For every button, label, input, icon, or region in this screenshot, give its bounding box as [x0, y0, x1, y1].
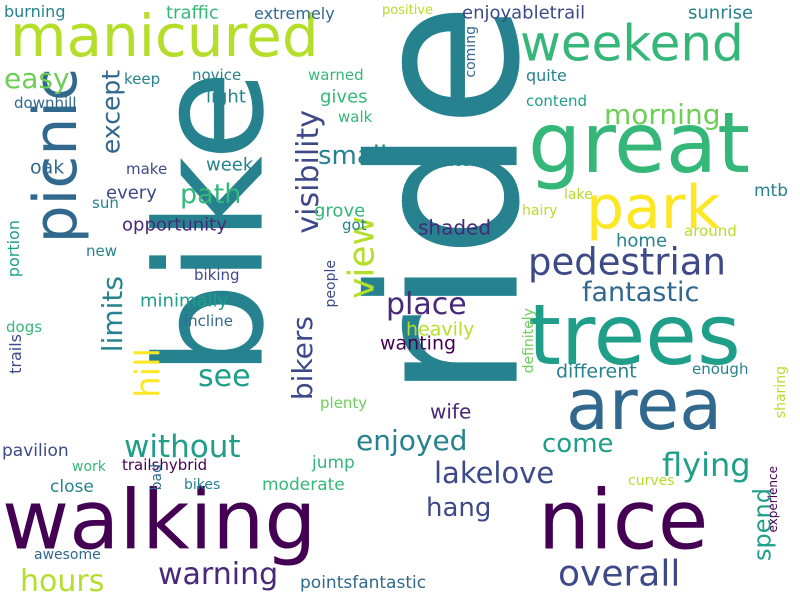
word-downhill: downhill: [14, 94, 76, 112]
word-experience: experience: [766, 466, 780, 533]
word-nice: nice: [538, 473, 708, 568]
word-people: people: [323, 260, 339, 307]
word-awesome: awesome: [34, 547, 101, 563]
word-warned: warned: [308, 66, 364, 84]
word-contend: contend: [526, 92, 587, 110]
word-positive: positive: [382, 3, 433, 18]
word-sun: sun: [92, 194, 119, 212]
word-novice: novice: [192, 66, 241, 84]
word-pedestrian: pedestrian: [528, 240, 726, 283]
word-enough: enough: [692, 360, 748, 378]
word-enjoyed: enjoyed: [356, 424, 467, 457]
word-home: home: [616, 231, 667, 252]
word-every: every: [106, 183, 157, 204]
word-light: light: [206, 87, 246, 108]
word-gives: gives: [320, 87, 368, 108]
word-mtb: mtb: [754, 181, 788, 201]
word-hang: hang: [426, 493, 491, 523]
word-walk: walk: [338, 108, 373, 126]
word-keep: keep: [124, 70, 160, 88]
word-pavilion: pavilion: [2, 441, 69, 461]
word-close: close: [50, 477, 94, 497]
word-coming: coming: [463, 26, 479, 78]
word-visibility: visibility: [291, 110, 326, 234]
word-warning: warning: [158, 557, 278, 592]
word-wanting: wanting: [380, 333, 456, 355]
word-picnic: picnic: [21, 68, 91, 243]
word-definitely: definitely: [521, 308, 537, 373]
word-biking: biking: [194, 266, 240, 284]
word-without: without: [124, 429, 241, 465]
word-moderate: moderate: [262, 475, 345, 495]
word-bad: bad: [149, 464, 165, 490]
word-heavily: heavily: [406, 319, 474, 341]
word-new: new: [86, 242, 117, 260]
word-traffic: traffic: [166, 3, 219, 24]
word-come: come: [542, 429, 614, 459]
word-hill: hill: [129, 348, 169, 398]
word-great: great: [528, 94, 750, 192]
word-trailshybrid: trailshybrid: [122, 456, 207, 474]
word-ride: ride: [328, 2, 566, 400]
word-watch: Watch: [428, 151, 481, 171]
word-area: area: [566, 364, 722, 446]
word-curves: curves: [628, 473, 675, 489]
word-hours: hours: [20, 564, 104, 599]
word-small: small: [318, 141, 387, 171]
word-flying: flying: [662, 446, 751, 484]
word-jump: jump: [311, 453, 355, 473]
word-different: different: [556, 361, 637, 383]
word-minimally: minimally: [140, 291, 229, 312]
word-lake: lake: [564, 187, 593, 203]
word-overall: overall: [558, 554, 680, 595]
word-bikes: bikes: [184, 477, 220, 493]
word-plenty: plenty: [320, 394, 367, 412]
word-work: work: [72, 459, 107, 475]
word-grove: grove: [314, 201, 365, 222]
word-manicured: manicured: [10, 2, 319, 70]
word-portion: portion: [4, 220, 23, 277]
word-extremely: extremely: [254, 4, 335, 23]
word-hairy: hairy: [522, 203, 557, 219]
word-dogs: dogs: [6, 318, 42, 336]
word-oak: oak: [30, 157, 64, 179]
word-trails: trails: [6, 334, 25, 374]
word-lakelove: lakelove: [434, 456, 554, 490]
word-spend: spend: [748, 488, 776, 561]
word-make: make: [126, 160, 167, 178]
word-trees: trees: [528, 286, 741, 384]
word-bikers: bikers: [286, 316, 319, 400]
word-weekend: weekend: [520, 15, 744, 73]
word-walking: walking: [2, 473, 316, 568]
word-week: week: [206, 155, 254, 176]
word-enjoyabletrail: enjoyabletrail: [462, 3, 585, 24]
word-burning: burning: [4, 2, 65, 21]
word-place: place: [386, 287, 467, 322]
word-see: see: [198, 359, 251, 394]
word-fantastic: fantastic: [582, 277, 699, 308]
word-sunrise: sunrise: [688, 3, 753, 24]
word-except: except: [96, 70, 125, 154]
word-pointsfantastic: pointsfantastic: [300, 573, 426, 593]
word-path: path: [180, 179, 241, 210]
word-incline: incline: [184, 312, 233, 330]
word-morning: morning: [604, 98, 720, 131]
word-bike: bike: [125, 70, 297, 377]
word-park: park: [586, 173, 721, 243]
word-wife: wife: [430, 400, 471, 424]
word-opportunity: opportunity: [122, 215, 227, 236]
word-easy: easy: [4, 62, 70, 95]
word-shaded: shaded: [418, 216, 491, 240]
word-limits: limits: [96, 276, 129, 352]
word-got: got: [342, 216, 367, 234]
word-quite: quite: [526, 66, 567, 85]
word-view: view: [342, 216, 383, 299]
word-around: around: [684, 222, 737, 240]
word-sharing: sharing: [773, 366, 789, 418]
